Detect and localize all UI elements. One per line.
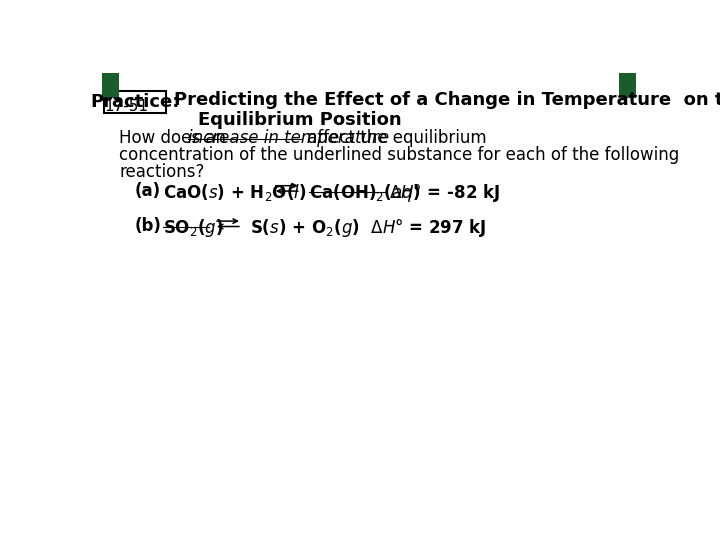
FancyBboxPatch shape — [619, 73, 636, 98]
Text: reactions?: reactions? — [120, 164, 204, 181]
Text: Ca(OH)$_2$($aq$): Ca(OH)$_2$($aq$) — [309, 182, 420, 204]
FancyBboxPatch shape — [102, 73, 119, 98]
Text: increase in temperature: increase in temperature — [188, 130, 389, 147]
Text: concentration of the underlined substance for each of the following: concentration of the underlined substanc… — [120, 146, 680, 164]
FancyBboxPatch shape — [104, 91, 166, 112]
Text: S($s$) + O$_2$($g$)  $\Delta$$H$° = 297 kJ: S($s$) + O$_2$($g$) $\Delta$$H$° = 297 k… — [250, 217, 486, 239]
Text: $\Delta$$H$° = -82 kJ: $\Delta$$H$° = -82 kJ — [389, 182, 500, 204]
Text: (b): (b) — [135, 217, 162, 235]
Text: 17-51: 17-51 — [104, 99, 148, 114]
Text: Practice:: Practice: — [90, 93, 179, 111]
Text: How does an: How does an — [120, 130, 232, 147]
Text: SO$_2$($g$): SO$_2$($g$) — [163, 217, 223, 239]
Text: (a): (a) — [135, 182, 161, 200]
Text: Equilibrium Position: Equilibrium Position — [199, 111, 402, 129]
Text: affect the equilibrium: affect the equilibrium — [302, 130, 487, 147]
Text: CaO($s$) + H$_2$O($l$): CaO($s$) + H$_2$O($l$) — [163, 182, 306, 203]
Text: Predicting the Effect of a Change in Temperature  on the: Predicting the Effect of a Change in Tem… — [174, 91, 720, 109]
